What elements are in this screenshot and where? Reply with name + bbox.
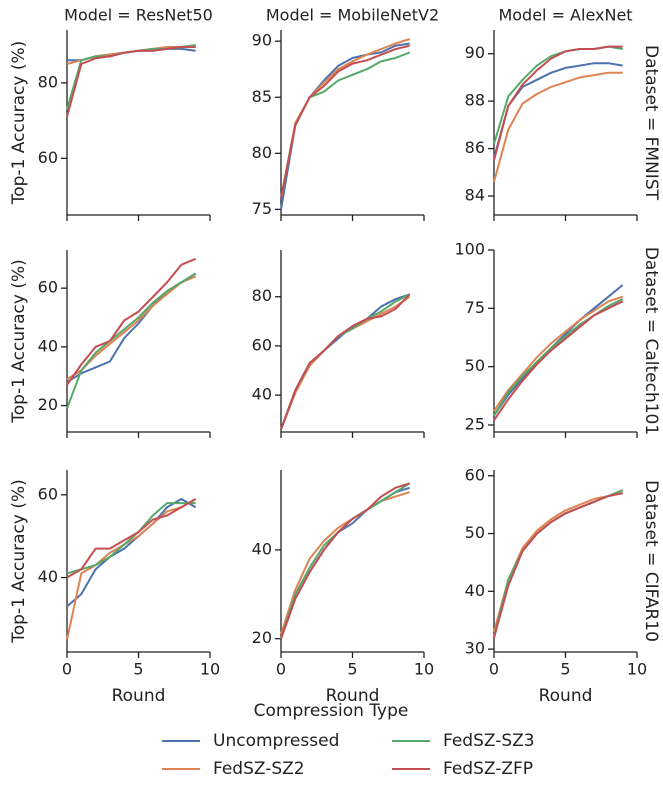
series-line [280,293,411,430]
series-line [280,482,411,640]
legend-label: FedSZ-SZ3 [443,731,535,751]
series-line [66,498,197,640]
y-tick-label: 80 [252,143,272,162]
y-tick-label: 40 [252,385,272,404]
series-line [280,491,410,635]
legend-label: FedSZ-ZFP [443,759,533,779]
y-tick-label: 80 [38,72,58,91]
x-axis-label: Round [326,686,380,706]
y-axis-label: Top-1 Accuracy (%) [9,259,29,423]
series-line [280,486,410,640]
series-line [66,498,197,579]
series-line [493,45,623,161]
series-line [493,489,624,633]
y-tick-label: 40 [38,567,58,586]
y-tick-label: 20 [252,628,272,647]
row-label: Dataset = FMNIST [641,45,661,201]
series-line [66,44,196,110]
y-tick-label: 60 [252,335,272,354]
y-tick-label: 50 [465,356,485,375]
y-tick-label: 60 [38,148,58,167]
panel-title: Model = AlexNet [498,6,632,25]
y-tick-label: 88 [465,91,485,110]
series-line [493,62,623,159]
x-tick-label: 0 [276,660,286,679]
x-tick-label: 10 [200,660,220,679]
y-tick-label: 40 [465,581,485,600]
series-line [66,502,196,575]
x-axis-label: Round [112,686,166,706]
legend-label: Uncompressed [213,731,339,751]
y-axis-label: Top-1 Accuracy (%) [9,41,29,205]
y-tick-label: 60 [465,465,485,484]
y-tick-label: 90 [252,31,272,50]
y-tick-label: 90 [465,43,485,62]
y-tick-label: 60 [38,278,58,297]
panel-title: Model = MobileNetV2 [266,6,439,25]
x-tick-label: 10 [414,660,434,679]
panel-title: Model = ResNet50 [64,6,213,25]
series-line [66,257,197,386]
series-line [493,300,624,421]
x-axis-label: Round [539,686,593,706]
y-tick-label: 84 [465,186,485,205]
y-tick-label: 40 [38,336,58,355]
row-label: Dataset = Caltech101 [641,247,661,435]
x-tick-label: 5 [133,660,143,679]
series-line [493,492,623,638]
series-line [66,272,197,409]
series-line [66,498,197,608]
y-tick-label: 86 [465,138,485,157]
series-line [280,482,411,640]
y-tick-label: 75 [465,298,485,317]
y-tick-label: 100 [454,240,485,259]
series-line [280,293,411,430]
series-line [66,46,196,118]
series-line [493,45,623,145]
series-line [280,295,411,430]
series-line [280,51,411,199]
y-tick-label: 25 [465,415,485,434]
series-line [280,44,410,199]
y-tick-label: 20 [38,395,58,414]
series-line [493,489,624,638]
series-line [493,71,623,183]
y-tick-label: 60 [38,484,58,503]
y-tick-label: 85 [252,87,272,106]
y-axis-label: Top-1 Accuracy (%) [9,479,29,643]
y-tick-label: 30 [465,639,485,658]
y-tick-label: 50 [465,523,485,542]
x-tick-label: 5 [560,660,570,679]
row-label: Dataset = CIFAR10 [641,480,661,642]
legend-label: FedSZ-SZ2 [213,759,305,779]
legend-title: Compression Type [254,701,409,721]
x-tick-label: 0 [489,660,499,679]
x-tick-label: 10 [627,660,647,679]
x-tick-label: 5 [347,660,357,679]
series-line [493,298,624,417]
y-tick-label: 40 [252,539,272,558]
series-line [493,295,624,412]
x-tick-label: 0 [62,660,72,679]
y-tick-label: 80 [252,286,272,305]
series-line [280,293,411,430]
y-tick-label: 75 [252,199,272,218]
